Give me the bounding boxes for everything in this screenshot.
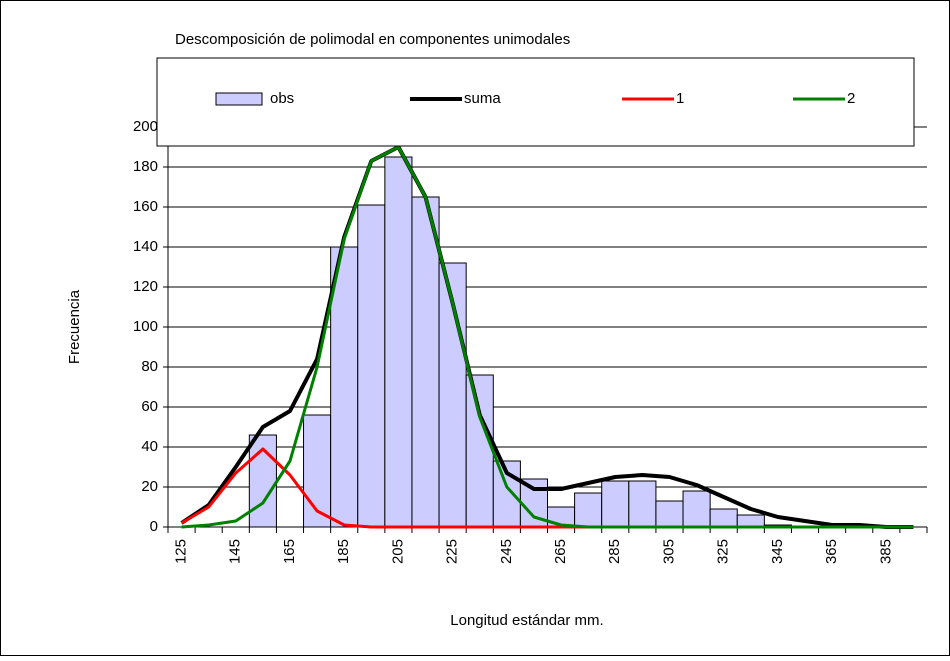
- bar: [357, 204, 386, 528]
- line-series: [181, 145, 914, 529]
- x-tick-label: 125: [173, 539, 190, 564]
- y-tick-label: 40: [141, 438, 158, 455]
- x-tick-label: 385: [877, 539, 894, 564]
- bar: [574, 492, 603, 528]
- bar: [384, 156, 413, 528]
- legend-box: [156, 57, 915, 147]
- x-tick-label: 365: [823, 539, 840, 564]
- y-tick-label: 140: [133, 238, 158, 255]
- y-axis-title: Frecuencia: [66, 289, 83, 364]
- x-tick-label: 285: [606, 539, 623, 564]
- legend-label: 1: [676, 90, 684, 107]
- legend: obs suma 1 2: [215, 90, 855, 107]
- x-tick-label: 345: [769, 539, 786, 564]
- x-tick-label: 205: [389, 539, 406, 564]
- bar: [465, 374, 494, 528]
- bar: [628, 480, 657, 528]
- y-tick-label: 200: [133, 118, 158, 135]
- bar: [736, 514, 765, 528]
- line-series: [180, 145, 914, 529]
- bar: [709, 508, 738, 528]
- y-tick-label: 160: [133, 198, 158, 215]
- plot-area: 0 20 40 60 80 100 120 140 160 180 200 125 145 165 185 2…: [133, 110, 928, 564]
- x-tick-label: 305: [660, 539, 677, 564]
- bar: [655, 500, 684, 528]
- chart-title: Descomposición de polimodal en component…: [175, 31, 570, 48]
- x-tick-label: 145: [227, 539, 244, 564]
- bar: [330, 246, 359, 528]
- y-tick-label: 80: [141, 358, 158, 375]
- bar: [601, 480, 630, 528]
- x-tick-label: 225: [444, 539, 461, 564]
- y-tick-label: 120: [133, 278, 158, 295]
- x-tick-label: 325: [715, 539, 732, 564]
- y-tick-label: 180: [133, 158, 158, 175]
- y-tick-label: 20: [141, 478, 158, 495]
- x-tick-label: 265: [552, 539, 569, 564]
- legend-label: suma: [464, 90, 501, 107]
- legend-swatch: [215, 92, 263, 106]
- x-tick-label: 165: [281, 539, 298, 564]
- bar: [682, 490, 711, 528]
- x-axis-title: Longitud estándar mm.: [450, 612, 603, 629]
- y-tick-label: 100: [133, 318, 158, 335]
- y-tick-label: 0: [150, 518, 158, 535]
- bar: [303, 414, 332, 528]
- x-tick-label: 185: [335, 539, 352, 564]
- legend-label: 2: [847, 90, 855, 107]
- legend-label: obs: [270, 90, 294, 107]
- y-tick-label: 60: [141, 398, 158, 415]
- bar: [411, 196, 440, 528]
- x-tick-label: 245: [498, 539, 515, 564]
